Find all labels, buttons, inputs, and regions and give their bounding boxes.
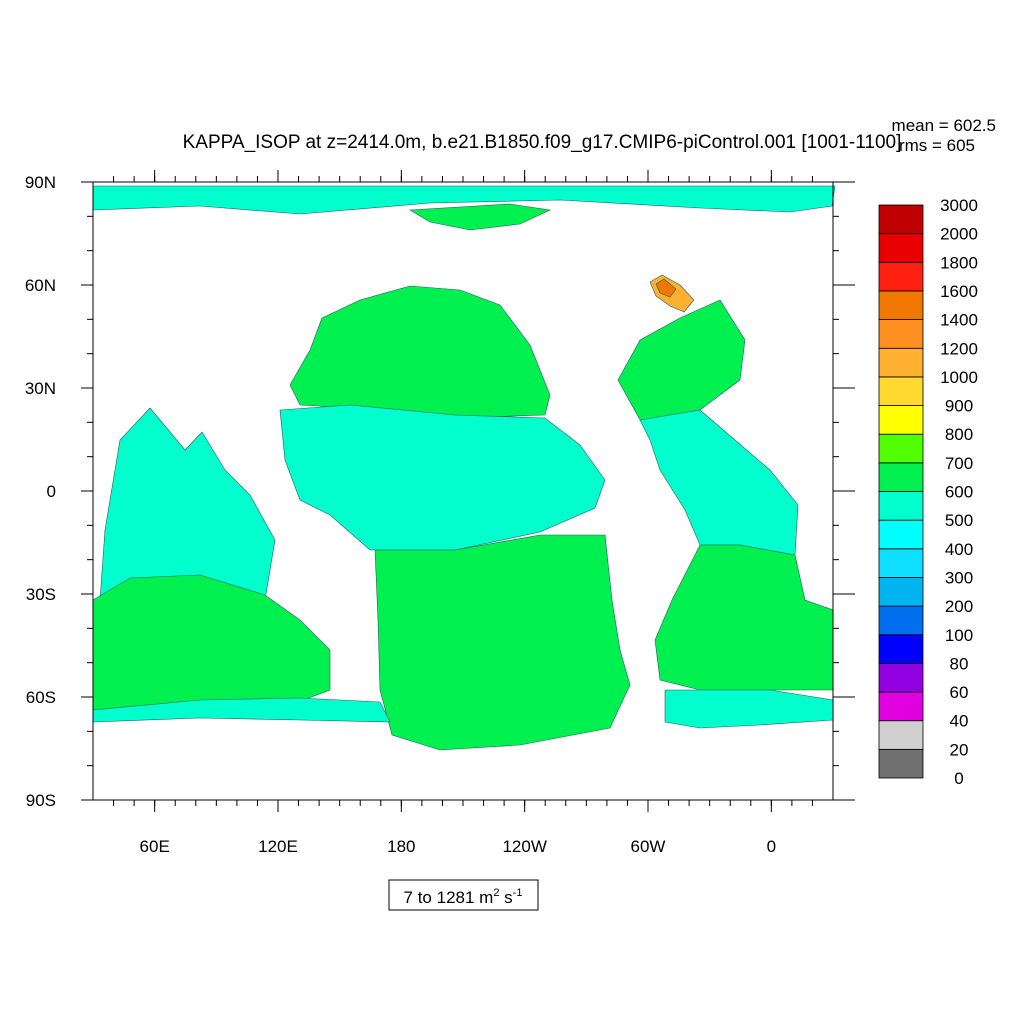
y-tick-label: 90S <box>26 791 56 810</box>
colorbar-swatch <box>878 720 924 750</box>
colorbar-swatch <box>878 319 924 349</box>
colorbar-label: 900 <box>945 397 973 416</box>
colorbar-swatch <box>878 548 924 578</box>
colorbar-label: 0 <box>954 769 963 788</box>
colorbar-label: 600 <box>945 483 973 502</box>
colorbar: 0 20 40 60 80 100 200 300 400 500 600 700 800 900 1000… <box>878 196 978 788</box>
colorbar-swatch <box>878 519 924 550</box>
range-mid: s <box>499 888 512 907</box>
region-south-pacific <box>374 534 631 751</box>
colorbar-label: 500 <box>945 511 973 530</box>
colorbar-label: 400 <box>945 540 973 559</box>
y-tick-label: 90N <box>25 173 56 192</box>
x-tick-label: 60W <box>631 837 666 856</box>
colorbar-label: 1800 <box>940 253 978 272</box>
y-tick-label: 0 <box>47 482 56 501</box>
colorbar-label: 300 <box>945 568 973 587</box>
colorbar-swatch <box>878 634 924 664</box>
colorbar-swatch <box>878 462 924 492</box>
colorbar-label: 20 <box>950 740 969 759</box>
y-axis-ticks: 90N 60N 30N 0 30S 60S 90S <box>25 173 855 810</box>
region-labrador-peak <box>655 278 677 298</box>
x-tick-label: 120E <box>258 837 298 856</box>
colorbar-label: 1000 <box>940 368 978 387</box>
colorbar-swatch <box>878 347 924 378</box>
colorbar-swatch <box>878 663 924 693</box>
x-tick-label: 180 <box>387 837 415 856</box>
y-tick-label: 60S <box>26 688 56 707</box>
region-south-atlantic <box>654 544 834 691</box>
colorbar-swatch <box>878 233 924 263</box>
colorbar-label: 60 <box>950 683 969 702</box>
colorbar-label: 1200 <box>940 339 978 358</box>
ocean-field <box>92 185 836 751</box>
colorbar-swatch <box>878 204 924 235</box>
colorbar-swatch <box>878 290 924 321</box>
range-box-label: 7 to 1281 m2 s-1 <box>404 887 523 907</box>
mean-label: mean = 602.5 <box>892 116 996 135</box>
colorbar-swatch <box>878 605 924 636</box>
colorbar-label: 3000 <box>940 196 978 215</box>
colorbar-swatch <box>878 433 924 464</box>
colorbar-swatch <box>878 748 924 779</box>
range-text: 7 to 1281 m <box>404 888 494 907</box>
rms-label: rms = 605 <box>899 136 975 155</box>
colorbar-label: 1400 <box>940 311 978 330</box>
colorbar-swatch <box>878 376 924 406</box>
colorbar-swatch <box>878 261 924 292</box>
colorbar-label: 800 <box>945 425 973 444</box>
region-weddell-cyan <box>664 689 834 729</box>
y-tick-label: 60N <box>25 276 56 295</box>
colorbar-swatch <box>878 691 924 722</box>
y-tick-label: 30S <box>26 585 56 604</box>
x-axis-ticks: 60E 120E 180 120W 60W 0 <box>113 170 813 856</box>
region-north-pacific <box>289 285 551 419</box>
region-arctic-green <box>409 203 552 231</box>
colorbar-label: 700 <box>945 454 973 473</box>
x-tick-label: 0 <box>767 837 776 856</box>
figure-title: KAPPA_ISOP at z=2414.0m, b.e21.B1850.f09… <box>183 132 902 153</box>
region-tropical-pacific <box>279 404 606 551</box>
map-panel: 60E 120E 180 120W 60W 0 90N 60N 30N 0 30S 60S 90S <box>25 170 855 856</box>
colorbar-label: 1600 <box>940 282 978 301</box>
range-sup-2: -1 <box>513 887 523 899</box>
region-southern-ocean-cyan <box>92 697 391 723</box>
colorbar-label: 100 <box>945 626 973 645</box>
colorbar-swatch <box>878 405 924 435</box>
colorbar-label: 2000 <box>940 225 978 244</box>
colorbar-swatch <box>878 491 924 521</box>
range-sup-1: 2 <box>493 887 499 899</box>
range-box-frame <box>388 879 539 911</box>
x-tick-label: 120W <box>502 837 546 856</box>
colorbar-swatch <box>878 577 924 607</box>
colorbar-label: 40 <box>950 712 969 731</box>
colorbar-label: 200 <box>945 597 973 616</box>
y-tick-label: 30N <box>25 379 56 398</box>
x-tick-label: 60E <box>140 837 170 856</box>
range-box: 7 to 1281 m2 s-1 <box>388 879 539 911</box>
colorbar-label: 80 <box>950 654 969 673</box>
